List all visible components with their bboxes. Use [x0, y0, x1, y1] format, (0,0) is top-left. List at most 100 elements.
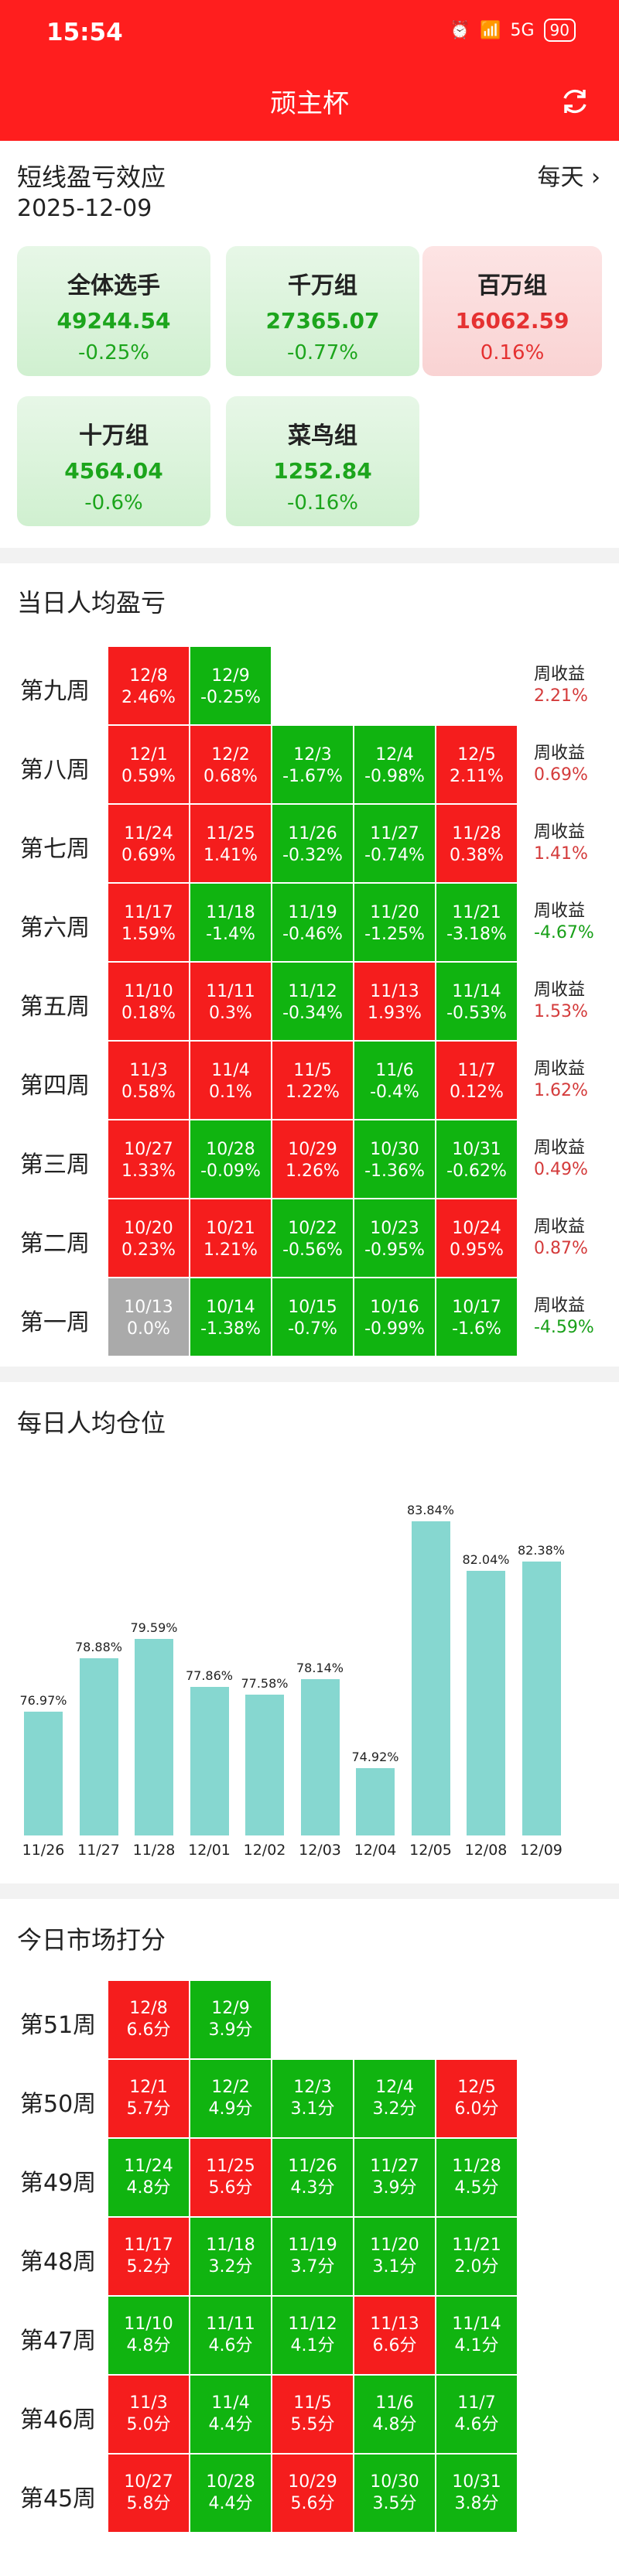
day-cell[interactable]: 12/2 4.9分 [190, 2060, 271, 2137]
day-date: 10/17 [452, 1298, 501, 1317]
day-cell[interactable]: 12/5 6.0分 [436, 2060, 517, 2137]
day-cell[interactable]: 12/3 3.1分 [272, 2060, 353, 2137]
day-cell[interactable]: 10/13 0.0% [108, 1278, 189, 1356]
day-cell[interactable]: 12/2 0.68% [190, 726, 271, 803]
position-bar[interactable] [411, 1521, 450, 1835]
position-bar[interactable] [467, 1571, 505, 1835]
day-cell[interactable]: 11/18 -1.4% [190, 884, 271, 961]
day-cell[interactable]: 11/19 3.7分 [272, 2218, 353, 2295]
day-cell[interactable]: 11/27 -0.74% [354, 805, 435, 882]
day-cell[interactable]: 11/26 4.3分 [272, 2139, 353, 2216]
day-cell[interactable]: 11/13 6.6分 [354, 2297, 435, 2374]
day-cell[interactable]: 11/21 2.0分 [436, 2218, 517, 2295]
day-cell[interactable]: 11/11 4.6分 [190, 2297, 271, 2374]
day-cell[interactable]: 12/8 6.6分 [108, 1981, 189, 2058]
day-cell[interactable]: 11/27 3.9分 [354, 2139, 435, 2216]
refresh-icon[interactable] [559, 85, 591, 118]
day-value: -0.46% [282, 925, 343, 944]
day-cell[interactable]: 11/26 -0.32% [272, 805, 353, 882]
day-cell[interactable]: 10/21 1.21% [190, 1199, 271, 1277]
day-cell[interactable]: 12/3 -1.67% [272, 726, 353, 803]
day-cell[interactable]: 10/16 -0.99% [354, 1278, 435, 1356]
period-selector[interactable]: 每天 › [537, 158, 600, 192]
position-bar[interactable] [356, 1768, 395, 1835]
day-cell[interactable]: 12/4 3.2分 [354, 2060, 435, 2137]
day-cell[interactable]: 12/9 3.9分 [190, 1981, 271, 2058]
week-summary-label: 周收益 [534, 1296, 586, 1315]
day-cell[interactable]: 11/12 4.1分 [272, 2297, 353, 2374]
day-cell[interactable]: 10/28 4.4分 [190, 2455, 271, 2532]
day-cell[interactable]: 11/5 1.22% [272, 1042, 353, 1119]
position-bar[interactable] [522, 1561, 561, 1835]
app-header: 顽主杯 [0, 68, 619, 141]
day-cell[interactable]: 10/14 -1.38% [190, 1278, 271, 1356]
position-bar[interactable] [79, 1658, 118, 1835]
day-cell[interactable]: 10/30 -1.36% [354, 1120, 435, 1198]
day-cell[interactable]: 11/4 4.4分 [190, 2376, 271, 2453]
group-card[interactable]: 菜鸟组 1252.84 -0.16% [226, 396, 419, 526]
day-cell[interactable]: 12/4 -0.98% [354, 726, 435, 803]
position-bar[interactable] [24, 1711, 63, 1835]
day-cell[interactable]: 11/28 4.5分 [436, 2139, 517, 2216]
day-cell[interactable]: 11/6 -0.4% [354, 1042, 435, 1119]
day-cell[interactable]: 10/24 0.95% [436, 1199, 517, 1277]
day-cell[interactable]: 10/20 0.23% [108, 1199, 189, 1277]
day-cell[interactable]: 10/23 -0.95% [354, 1199, 435, 1277]
day-cell[interactable]: 12/1 5.7分 [108, 2060, 189, 2137]
day-cell[interactable]: 11/13 1.93% [354, 963, 435, 1040]
day-cell[interactable]: 10/17 -1.6% [436, 1278, 517, 1356]
day-cell[interactable]: 11/12 -0.34% [272, 963, 353, 1040]
day-cell[interactable]: 11/21 -3.18% [436, 884, 517, 961]
x-tick-label: 12/04 [354, 1842, 397, 1859]
day-cell[interactable]: 11/7 0.12% [436, 1042, 517, 1119]
day-value: 4.8分 [126, 2178, 171, 2198]
day-cell[interactable]: 11/5 5.5分 [272, 2376, 353, 2453]
day-cell[interactable]: 12/1 0.59% [108, 726, 189, 803]
day-cell[interactable]: 11/28 0.38% [436, 805, 517, 882]
day-cell[interactable]: 11/25 1.41% [190, 805, 271, 882]
day-cell[interactable]: 11/7 4.6分 [436, 2376, 517, 2453]
day-cell[interactable]: 11/11 0.3% [190, 963, 271, 1040]
day-cell[interactable]: 11/14 -0.53% [436, 963, 517, 1040]
position-bar[interactable] [300, 1678, 340, 1835]
day-cell[interactable]: 10/27 1.33% [108, 1120, 189, 1198]
day-cell[interactable]: 10/30 3.5分 [354, 2455, 435, 2532]
day-cell[interactable]: 11/3 5.0分 [108, 2376, 189, 2453]
position-bar[interactable] [135, 1638, 173, 1835]
day-cell[interactable]: 11/20 3.1分 [354, 2218, 435, 2295]
day-cell[interactable]: 10/31 3.8分 [436, 2455, 517, 2532]
day-cell[interactable]: 11/19 -0.46% [272, 884, 353, 961]
day-date: 11/11 [206, 982, 255, 1001]
day-cell[interactable]: 12/9 -0.25% [190, 647, 271, 724]
day-cell[interactable]: 10/27 5.8分 [108, 2455, 189, 2532]
day-cell[interactable]: 11/4 0.1% [190, 1042, 271, 1119]
period-label: 每天 [537, 164, 584, 191]
group-card[interactable]: 百万组 16062.59 0.16% [422, 246, 602, 376]
day-cell[interactable]: 11/17 5.2分 [108, 2218, 189, 2295]
day-cell[interactable]: 11/6 4.8分 [354, 2376, 435, 2453]
day-cell[interactable]: 11/18 3.2分 [190, 2218, 271, 2295]
day-cell[interactable]: 11/14 4.1分 [436, 2297, 517, 2374]
day-cell[interactable]: 10/28 -0.09% [190, 1120, 271, 1198]
day-cell[interactable]: 11/17 1.59% [108, 884, 189, 961]
x-tick-label: 11/26 [22, 1842, 65, 1859]
day-cell[interactable]: 11/3 0.58% [108, 1042, 189, 1119]
day-cell[interactable]: 10/15 -0.7% [272, 1278, 353, 1356]
day-cell[interactable]: 10/29 1.26% [272, 1120, 353, 1198]
position-bar[interactable] [245, 1694, 284, 1835]
day-cell[interactable]: 12/5 2.11% [436, 726, 517, 803]
day-cell[interactable]: 10/31 -0.62% [436, 1120, 517, 1198]
group-card[interactable]: 全体选手 49244.54 -0.25% [17, 246, 210, 376]
day-cell[interactable]: 11/24 4.8分 [108, 2139, 189, 2216]
group-card[interactable]: 千万组 27365.07 -0.77% [226, 246, 419, 376]
group-card[interactable]: 十万组 4564.04 -0.6% [17, 396, 210, 526]
day-cell[interactable]: 11/10 0.18% [108, 963, 189, 1040]
day-cell[interactable]: 10/22 -0.56% [272, 1199, 353, 1277]
position-bar[interactable] [190, 1686, 229, 1835]
day-cell[interactable]: 11/25 5.6分 [190, 2139, 271, 2216]
day-cell[interactable]: 11/20 -1.25% [354, 884, 435, 961]
day-cell[interactable]: 11/24 0.69% [108, 805, 189, 882]
day-cell[interactable]: 11/10 4.8分 [108, 2297, 189, 2374]
day-cell[interactable]: 10/29 5.6分 [272, 2455, 353, 2532]
day-cell[interactable]: 12/8 2.46% [108, 647, 189, 724]
